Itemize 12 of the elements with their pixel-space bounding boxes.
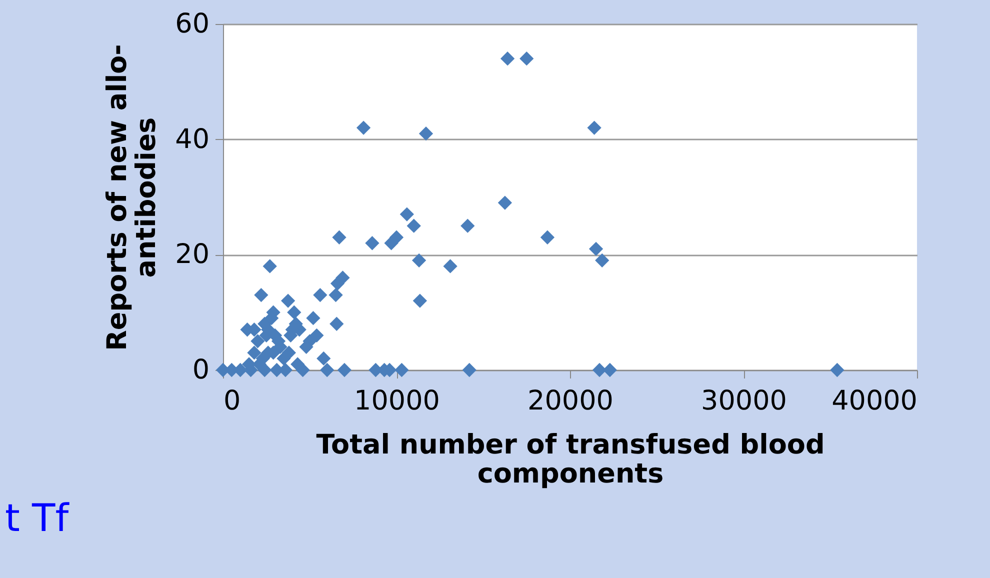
y-tick-label: 60 xyxy=(175,8,210,40)
x-tick-label: 0 xyxy=(224,386,241,416)
y-tick-label: 0 xyxy=(192,354,210,386)
text: t Tf xyxy=(5,496,70,540)
x-axis-title: Total number of transfused blood components xyxy=(316,430,825,490)
x-tick-label: 30000 xyxy=(701,386,787,416)
y-tick-label: 20 xyxy=(175,239,210,270)
y-tick-label: 40 xyxy=(175,124,210,155)
y-axis-title: Reports of new allo- antibodies xyxy=(102,44,162,351)
x-tick-label: 20000 xyxy=(528,386,614,416)
x-tick-label: 10000 xyxy=(354,386,440,416)
x-tick-label: 40000 xyxy=(832,386,918,416)
